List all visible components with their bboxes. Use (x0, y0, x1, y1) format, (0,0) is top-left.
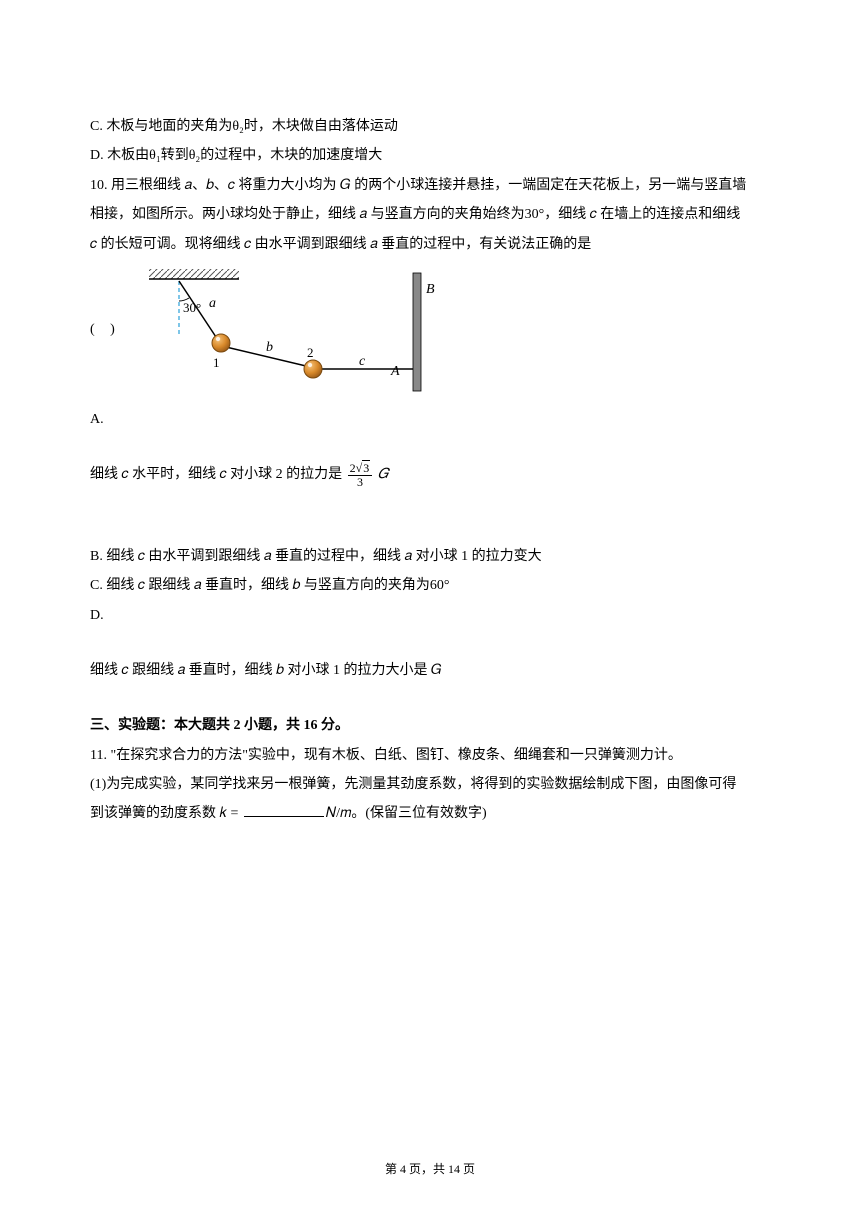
ceiling-hatch (149, 269, 239, 279)
q10-diagram: 30° a b c 1 2 A B (131, 265, 451, 395)
spacer-4 (90, 685, 770, 711)
q10-stem1: 用三根细线 𝑎、𝑏、𝑐 将重力大小均为 𝐺 的两个小球连接并悬挂，一端固定在天花… (111, 178, 746, 193)
q10-option-a-text: 细线 𝑐 水平时，细线 𝑐 对小球 2 的拉力是 2√3 3 𝐺 (90, 460, 770, 489)
q10-option-d-label: D. (90, 601, 770, 630)
q9-option-c: C. 木板与地面的夹角为θ₂时，木块做自由落体运动 (90, 112, 770, 141)
blank-k (244, 803, 324, 817)
fraction-numerator: 2√3 (348, 462, 373, 476)
spacer-1 (90, 434, 770, 460)
q10-figure-row: ( ) (90, 265, 770, 395)
q10-a-pre: 细线 𝑐 水平时，细线 𝑐 对小球 2 的拉力是 (90, 467, 342, 482)
ball-1 (212, 334, 230, 352)
spacer-3 (90, 630, 770, 656)
page-footer: 第 4 页，共 14 页 (0, 1157, 860, 1182)
q10-stem-line1: 10. 用三根细线 𝑎、𝑏、𝑐 将重力大小均为 𝐺 的两个小球连接并悬挂，一端固… (90, 171, 770, 200)
label-2: 2 (307, 345, 314, 360)
q10-option-b: B. 细线 𝑐 由水平调到跟细线 𝑎 垂直的过程中，细线 𝑎 对小球 1 的拉力… (90, 542, 770, 571)
q11-p1-line1: (1)为完成实验，某同学找来另一根弹簧，先测量其劲度系数，将得到的实验数据绘制成… (90, 770, 770, 799)
q10-stem-line3: 𝑐 的长短可调。现将细线 𝑐 由水平调到跟细线 𝑎 垂直的过程中，有关说法正确的… (90, 230, 770, 259)
q10-number: 10. (90, 178, 111, 193)
wall (413, 273, 421, 391)
q11-p1-line2: 到该弹簧的劲度系数 𝑘 = 𝑁/𝑚。(保留三位有效数字) (90, 799, 770, 828)
q10-option-a-label: A. (90, 405, 770, 434)
label-b: b (266, 340, 273, 355)
spacer-2 (90, 490, 770, 516)
section-3-title: 三、实验题：本大题共 2 小题，共 16 分。 (90, 711, 770, 740)
fraction: 2√3 3 (348, 462, 373, 488)
label-a: a (209, 296, 216, 311)
q10-a-suffix: 𝐺 (378, 467, 389, 482)
label-c: c (359, 354, 366, 369)
q11-stem: 11. "在探究求合力的方法"实验中，现有木板、白纸、图钉、橡皮条、细绳套和一只… (90, 741, 770, 770)
angle-label: 30° (183, 300, 201, 315)
q9-option-d: D. 木板由θ₁转到θ₂的过程中，木块的加速度增大 (90, 141, 770, 170)
q10-option-c: C. 细线 𝑐 跟细线 𝑎 垂直时，细线 𝑏 与竖直方向的夹角为60° (90, 571, 770, 600)
label-A: A (390, 364, 400, 379)
spacer-2b (90, 516, 770, 542)
q10-stem-line2: 相接，如图所示。两小球均处于静止，细线 𝑎 与竖直方向的夹角始终为30°，细线 … (90, 200, 770, 229)
q10-paren: ( ) (90, 315, 121, 344)
label-B: B (426, 282, 435, 297)
q11-p1-post: 𝑁/𝑚。(保留三位有效数字) (326, 806, 487, 821)
page: C. 木板与地面的夹角为θ₂时，木块做自由落体运动 D. 木板由θ₁转到θ₂的过… (0, 0, 860, 1216)
frac-radicand: 3 (362, 460, 370, 475)
fraction-denominator: 3 (348, 476, 373, 489)
ball-2-highlight (308, 363, 312, 367)
q10-option-d-text: 细线 𝑐 跟细线 𝑎 垂直时，细线 𝑏 对小球 1 的拉力大小是 𝐺 (90, 656, 770, 685)
ball-1-highlight (216, 337, 220, 341)
q11-p1-pre: 到该弹簧的劲度系数 𝑘 = (90, 806, 242, 821)
label-1: 1 (213, 355, 220, 370)
ball-2 (304, 360, 322, 378)
q11-stem1: "在探究求合力的方法"实验中，现有木板、白纸、图钉、橡皮条、细绳套和一只弹簧测力… (110, 748, 681, 763)
q11-number: 11. (90, 748, 110, 763)
